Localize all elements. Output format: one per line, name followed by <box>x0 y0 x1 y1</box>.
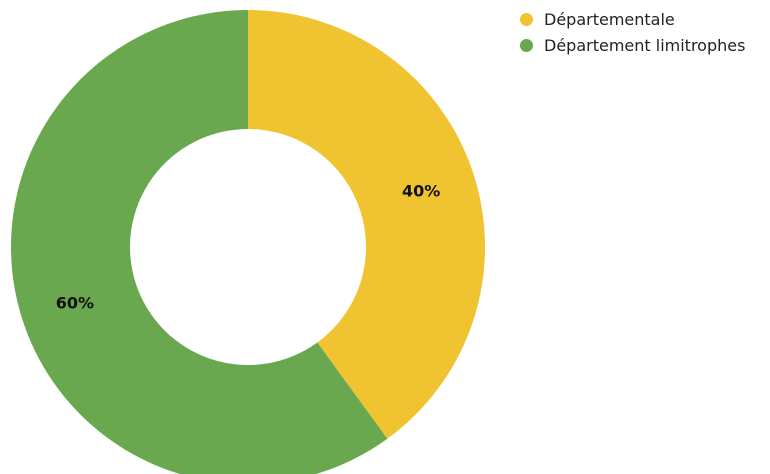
slice-label-departement-limitrophes: 60% <box>56 294 94 313</box>
legend-swatch-departement-limitrophes <box>520 38 533 52</box>
legend-label-departementale: Départementale <box>544 9 675 29</box>
donut-slices <box>11 10 485 474</box>
legend-item-departement-limitrophes[interactable]: Département limitrophes <box>520 32 745 58</box>
slice-labels: 40% 60% <box>56 181 440 312</box>
legend-swatch-departementale <box>520 12 533 26</box>
chart-legend: Départementale Département limitrophes <box>520 6 745 58</box>
slice-departement-limitrophes[interactable] <box>11 10 388 474</box>
slice-label-departementale: 40% <box>402 181 440 200</box>
legend-label-departement-limitrophes: Département limitrophes <box>544 35 746 55</box>
legend-item-departementale[interactable]: Départementale <box>520 6 745 32</box>
slice-departementale[interactable] <box>248 10 485 439</box>
